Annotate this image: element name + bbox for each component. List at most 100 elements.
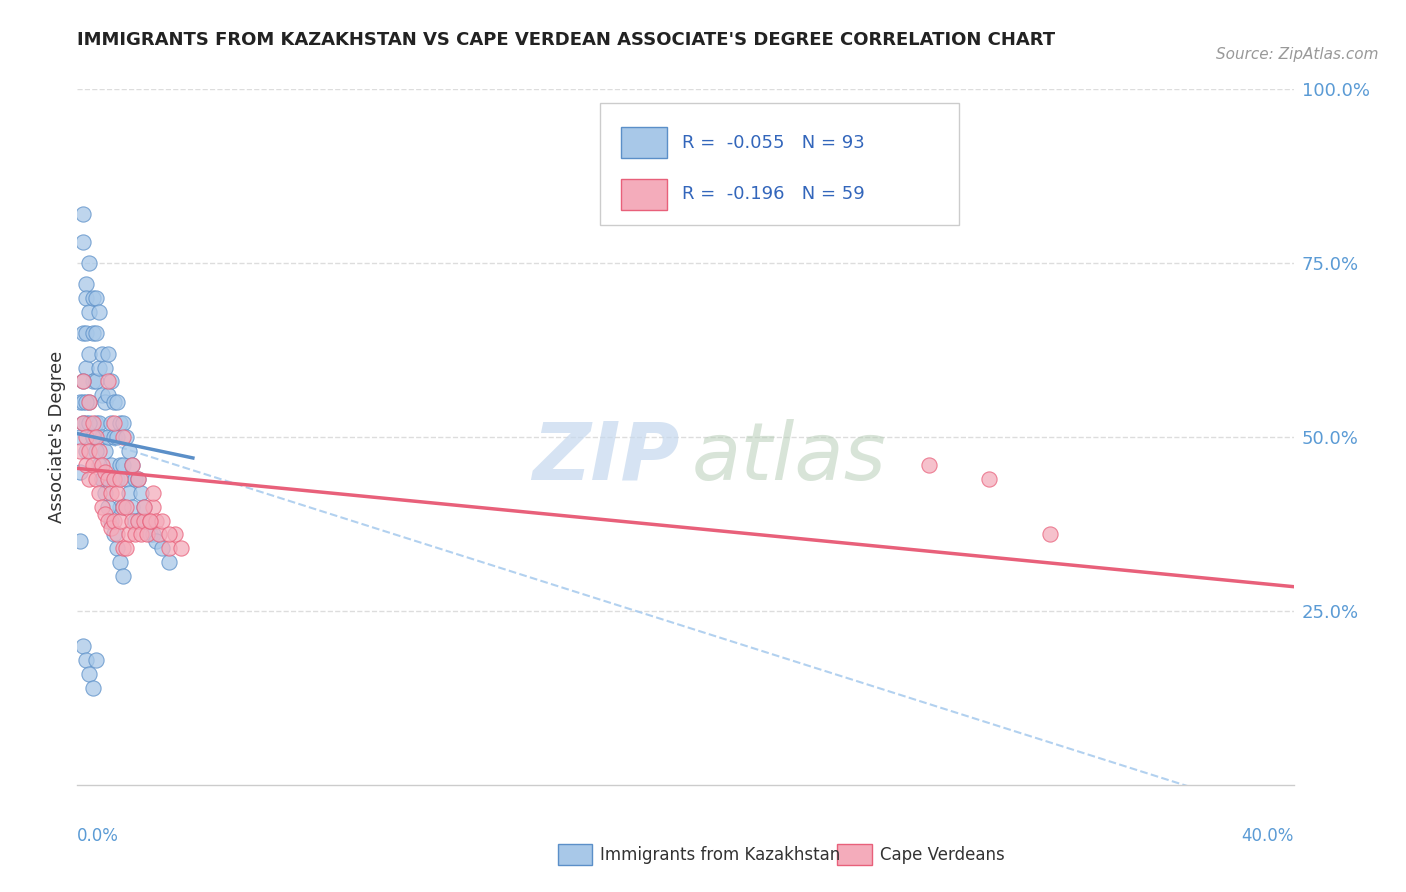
Point: [139, 527, 162, 541]
Point: [103, 527, 125, 541]
Point: [97, 472, 120, 486]
FancyBboxPatch shape: [621, 178, 668, 210]
Point: [111, 500, 134, 514]
Point: [111, 500, 134, 514]
Point: [111, 416, 134, 430]
Point: [82, 458, 104, 472]
Point: [72, 326, 94, 340]
Point: [108, 500, 131, 514]
Point: [97, 375, 120, 389]
Point: [79, 666, 101, 681]
Point: [84, 472, 107, 486]
Point: [105, 541, 128, 556]
Point: [72, 416, 94, 430]
Point: [75, 653, 97, 667]
Point: [69, 444, 91, 458]
Point: [75, 277, 97, 291]
Point: [100, 375, 122, 389]
Point: [97, 514, 120, 528]
Point: [100, 514, 122, 528]
Point: [97, 500, 120, 514]
Point: [111, 458, 134, 472]
Point: [163, 527, 186, 541]
Point: [145, 514, 167, 528]
Point: [79, 346, 101, 360]
Point: [108, 458, 131, 472]
Point: [139, 514, 162, 528]
Point: [129, 485, 152, 500]
Point: [108, 472, 131, 486]
Point: [79, 416, 101, 430]
Point: [87, 485, 110, 500]
Text: ZIP: ZIP: [531, 419, 679, 497]
Point: [97, 472, 120, 486]
Point: [90, 430, 112, 444]
Point: [124, 514, 146, 528]
Point: [93, 395, 115, 409]
Point: [97, 346, 120, 360]
Point: [69, 534, 91, 549]
Point: [105, 395, 128, 409]
Point: [127, 514, 149, 528]
Point: [79, 472, 101, 486]
Point: [127, 514, 149, 528]
Point: [105, 485, 128, 500]
Point: [157, 541, 180, 556]
Text: R =  -0.196   N = 59: R = -0.196 N = 59: [682, 186, 865, 203]
Point: [75, 395, 97, 409]
Point: [152, 541, 174, 556]
Point: [72, 207, 94, 221]
Point: [82, 430, 104, 444]
Point: [90, 346, 112, 360]
Point: [127, 472, 149, 486]
Point: [124, 527, 146, 541]
Point: [134, 514, 156, 528]
Point: [170, 541, 193, 556]
Point: [90, 500, 112, 514]
Point: [90, 388, 112, 402]
Point: [79, 444, 101, 458]
Point: [82, 416, 104, 430]
Point: [979, 472, 1001, 486]
Point: [100, 485, 122, 500]
Point: [918, 458, 941, 472]
Point: [97, 388, 120, 402]
Point: [134, 500, 156, 514]
Point: [72, 375, 94, 389]
Point: [82, 375, 104, 389]
Point: [121, 458, 143, 472]
Point: [69, 465, 91, 479]
Point: [148, 527, 170, 541]
Point: [127, 472, 149, 486]
Point: [103, 416, 125, 430]
Point: [84, 444, 107, 458]
Point: [84, 291, 107, 305]
Point: [103, 395, 125, 409]
Text: atlas: atlas: [692, 419, 886, 497]
Point: [157, 527, 180, 541]
Point: [152, 514, 174, 528]
Point: [84, 653, 107, 667]
Point: [111, 430, 134, 444]
Point: [121, 500, 143, 514]
Point: [75, 458, 97, 472]
Point: [84, 375, 107, 389]
Point: [93, 465, 115, 479]
Point: [75, 416, 97, 430]
Point: [79, 305, 101, 319]
Point: [75, 291, 97, 305]
Point: [111, 541, 134, 556]
Point: [142, 500, 165, 514]
Text: Immigrants from Kazakhstan: Immigrants from Kazakhstan: [600, 846, 841, 863]
Point: [93, 507, 115, 521]
Point: [90, 458, 112, 472]
Text: IMMIGRANTS FROM KAZAKHSTAN VS CAPE VERDEAN ASSOCIATE'S DEGREE CORRELATION CHART: IMMIGRANTS FROM KAZAKHSTAN VS CAPE VERDE…: [77, 31, 1056, 49]
Point: [105, 527, 128, 541]
Point: [142, 485, 165, 500]
Y-axis label: Associate's Degree: Associate's Degree: [48, 351, 66, 524]
Point: [108, 514, 131, 528]
Point: [84, 326, 107, 340]
Point: [93, 485, 115, 500]
Point: [87, 416, 110, 430]
Point: [84, 430, 107, 444]
